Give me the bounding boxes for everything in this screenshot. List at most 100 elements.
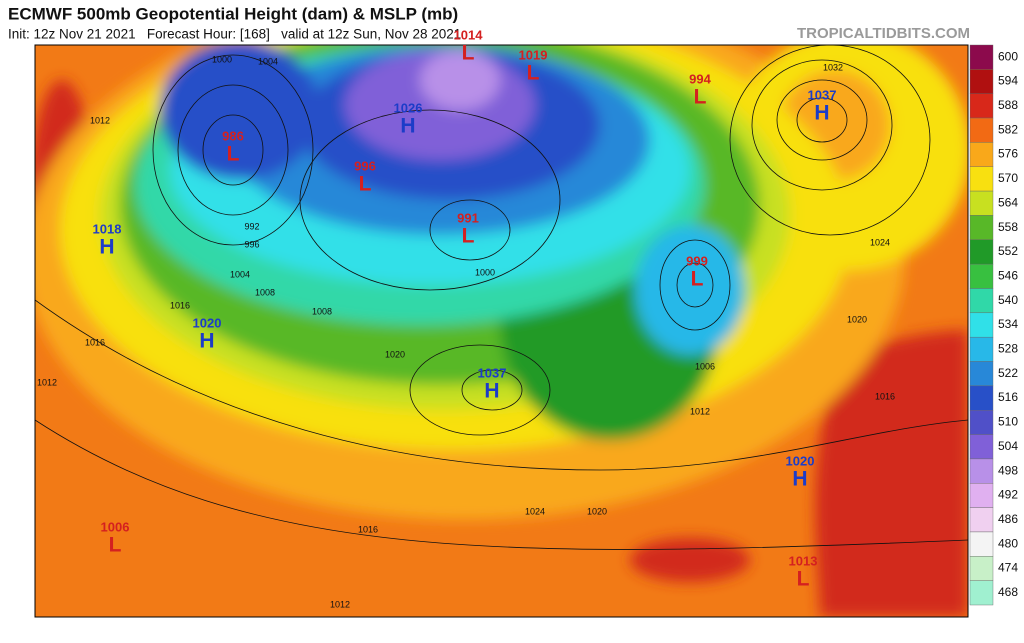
colorbar-swatch bbox=[969, 556, 994, 581]
map bbox=[35, 45, 968, 617]
colorbar-label: 594 bbox=[998, 74, 1018, 88]
center-letter: H bbox=[792, 468, 807, 491]
colorbar-label: 570 bbox=[998, 171, 1018, 185]
colorbar-label: 522 bbox=[998, 366, 1018, 380]
contour-label: 1000 bbox=[212, 54, 232, 64]
center-letter: L bbox=[691, 268, 704, 291]
contour-label: 1004 bbox=[230, 269, 250, 279]
contour-labels: 1000 1004 1012 1016 1016 1012 1020 1024 1020 1016… bbox=[37, 54, 895, 609]
center-value: 1026 bbox=[394, 100, 423, 115]
contour-label: 992 bbox=[244, 221, 259, 231]
colorbar-label: 498 bbox=[998, 463, 1018, 477]
center-value: 1020 bbox=[786, 453, 815, 468]
center-letter: L bbox=[694, 86, 707, 109]
contour-label: 1032 bbox=[823, 62, 843, 72]
colorbar-label: 486 bbox=[998, 512, 1018, 526]
center-letter: L bbox=[359, 173, 372, 196]
colorbar-label: 546 bbox=[998, 268, 1018, 282]
colorbar-swatch bbox=[969, 190, 994, 216]
contour-label: 1004 bbox=[258, 56, 278, 66]
contour-label: 1008 bbox=[312, 306, 332, 316]
contour-label: 1020 bbox=[847, 314, 867, 324]
colorbar-label: 582 bbox=[998, 122, 1018, 136]
colorbar: 600 594 588 582 576 570 564 558 552 546 540 534 528 5… bbox=[969, 44, 1018, 606]
colorbar-swatch bbox=[969, 385, 994, 411]
colorbar-swatch bbox=[969, 458, 994, 484]
colorbar-swatch bbox=[969, 69, 994, 94]
contour-label: 1006 bbox=[695, 361, 715, 371]
colorbar-swatch bbox=[969, 215, 994, 240]
colorbar-swatch bbox=[969, 263, 994, 289]
colorbar-label: 468 bbox=[998, 585, 1018, 599]
colorbar-swatch bbox=[969, 288, 994, 314]
colorbar-label: 474 bbox=[998, 561, 1018, 575]
colorbar-label: 516 bbox=[998, 390, 1018, 404]
colorbar-swatch bbox=[969, 361, 994, 387]
colorbar-swatch bbox=[969, 312, 994, 338]
center-value: 996 bbox=[354, 158, 376, 173]
center-letter: L bbox=[227, 143, 240, 166]
contour-label: 1012 bbox=[90, 115, 110, 125]
subtitle: Init: 12z Nov 21 2021 Forecast Hour: [16… bbox=[8, 27, 461, 42]
contour-label: 1024 bbox=[870, 237, 890, 247]
colorbar-swatch bbox=[969, 434, 994, 460]
colorbar-label: 552 bbox=[998, 244, 1018, 258]
colorbar-swatch bbox=[969, 142, 994, 167]
colorbar-label: 600 bbox=[998, 49, 1018, 63]
center-letter: L bbox=[797, 568, 810, 591]
center-value: 1018 bbox=[93, 221, 122, 236]
center-value: 1037 bbox=[808, 87, 837, 102]
colorbar-label: 492 bbox=[998, 488, 1018, 502]
contour-label: 1016 bbox=[358, 524, 378, 534]
center-value: 1020 bbox=[193, 315, 222, 330]
center-value: 1019 bbox=[519, 47, 548, 62]
colorbar-swatch bbox=[969, 117, 994, 143]
center-letter: L bbox=[462, 225, 475, 248]
contour-label: 1012 bbox=[690, 406, 710, 416]
isobars bbox=[35, 45, 968, 550]
colorbar-label: 528 bbox=[998, 342, 1018, 356]
contour-label: 996 bbox=[244, 239, 259, 249]
center-letter: H bbox=[199, 330, 214, 353]
center-letter: H bbox=[484, 380, 499, 403]
center-letter: H bbox=[400, 115, 415, 138]
contour-label: 1024 bbox=[525, 506, 545, 516]
colorbar-swatch bbox=[969, 166, 994, 192]
colorbar-label: 534 bbox=[998, 317, 1018, 331]
map-border bbox=[34, 44, 969, 618]
contour-label: 1020 bbox=[587, 506, 607, 516]
colorbar-label: 588 bbox=[998, 98, 1018, 112]
colorbar-swatch bbox=[969, 239, 994, 265]
contour-label: 1016 bbox=[875, 391, 895, 401]
colorbar-label: 558 bbox=[998, 220, 1018, 234]
colorbar-label: 504 bbox=[998, 439, 1018, 453]
center-letter: L bbox=[527, 62, 540, 85]
center-letter: L bbox=[462, 42, 475, 65]
center-value: 1014 bbox=[454, 27, 484, 42]
colorbar-label: 576 bbox=[998, 147, 1018, 161]
source: TROPICALTIDBITS.COM bbox=[797, 25, 970, 42]
center-value: 1013 bbox=[789, 553, 818, 568]
colorbar-label: 480 bbox=[998, 536, 1018, 550]
center-value: 1006 bbox=[101, 519, 130, 534]
center-letter: H bbox=[814, 102, 829, 125]
center-value: 986 bbox=[222, 128, 244, 143]
colorbar-label: 564 bbox=[998, 195, 1018, 209]
title: ECMWF 500mb Geopotential Height (dam) & … bbox=[8, 4, 458, 23]
center-value: 991 bbox=[457, 210, 479, 225]
colorbar-swatch bbox=[969, 531, 994, 557]
colorbar-swatch bbox=[969, 44, 994, 70]
center-value: 999 bbox=[686, 253, 708, 268]
center-letter: H bbox=[99, 236, 114, 259]
center-value: 994 bbox=[689, 71, 711, 86]
center-value: 1037 bbox=[478, 365, 507, 380]
contour-label: 1020 bbox=[385, 349, 405, 359]
contour-label: 1016 bbox=[85, 337, 105, 347]
colorbar-swatch bbox=[969, 483, 994, 508]
center-letter: L bbox=[109, 534, 122, 557]
contour-label: 1012 bbox=[330, 599, 350, 609]
contour-label: 1008 bbox=[255, 287, 275, 297]
colorbar-swatch bbox=[969, 507, 994, 533]
